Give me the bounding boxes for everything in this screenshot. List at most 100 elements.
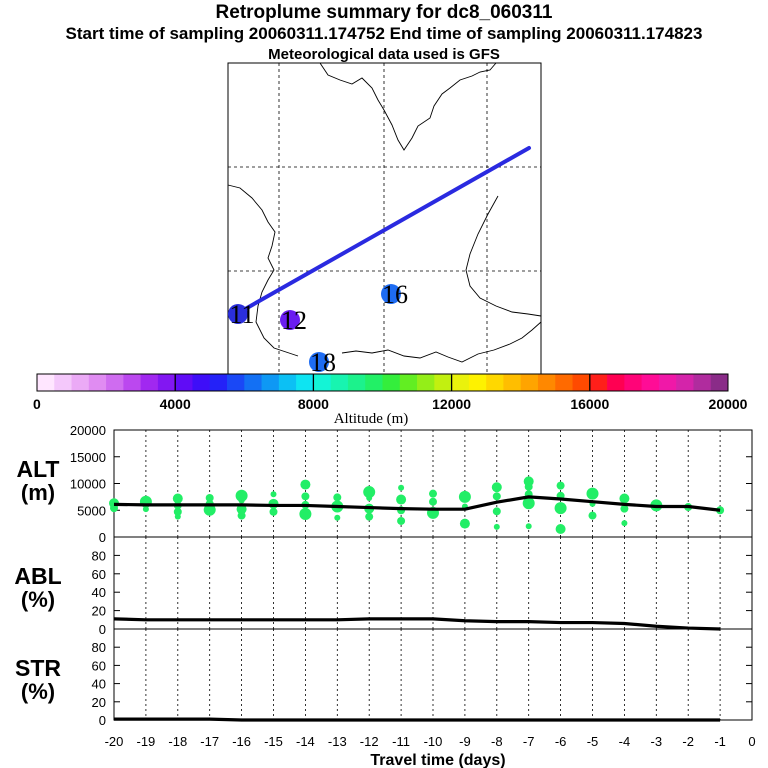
str-series-line [114,717,721,722]
x-tick-label: -2 [682,734,694,749]
x-tick-label: -3 [651,734,663,749]
alt-scatter-point [237,511,246,520]
colorbar-cell [572,374,591,391]
alt-scatter-point [429,489,437,498]
alt-scatter-point [235,489,248,502]
alt-scatter-point [203,503,216,516]
colorbar-cell [209,374,228,391]
plume-marker-11 [228,304,248,324]
colorbar-cell [261,374,280,391]
alt-scatter-point [142,506,149,513]
colorbar-cell [537,374,556,391]
map-frame [227,62,542,376]
abl-ytick-label: 40 [92,585,106,600]
colorbar-cell [54,374,72,391]
colorbar-cell [503,374,522,391]
time-series-panels: 05000100001500020000ALT(m)020406080ABL(%… [14,423,755,768]
colorbar-cell [451,374,470,391]
colorbar-tick-label: 16000 [570,396,609,412]
alt-scatter-point [270,491,277,498]
colorbar-cell [347,374,366,391]
alt-ytick-label: 5000 [77,503,106,518]
sampling-times: Start time of sampling 20060311.174752 E… [65,24,703,43]
colorbar-cell [658,374,677,391]
colorbar-tick-label: 0 [33,396,41,412]
alt-ytick-label: 15000 [70,450,106,465]
x-tick-label: -18 [168,734,187,749]
colorbar-cell [555,374,573,391]
colorbar-cell [244,374,262,391]
alt-scatter-point [299,507,312,520]
plume-marker-label: 11 [229,300,254,329]
colorbar-cell [140,374,159,391]
alt-scatter-point [396,494,407,505]
alt-scatter-point [398,484,405,491]
x-tick-label: -13 [328,734,347,749]
colorbar-cell [607,374,625,391]
str-label: STR [15,655,61,681]
colorbar-label: Altitude (m) [334,411,409,427]
colorbar-cell [330,374,349,391]
colorbar-cell [192,374,211,391]
alt-scatter-point [556,481,565,490]
colorbar-cell [676,374,694,391]
alt-scatter-point [459,518,470,529]
colorbar-cell [278,374,297,391]
str-ytick-label: 20 [92,695,106,710]
alt-scatter-point [172,493,183,504]
alt-scatter-point [236,504,247,515]
alt-scatter-point [174,513,181,520]
abl-ytick-label: 20 [92,604,106,619]
alt-scatter-point [555,523,566,534]
map-graticule [228,63,541,375]
abl-panel: 0 20 40 60 80 ABL(%) [14,536,753,637]
alt-scatter-point [619,493,630,504]
alt-scatter-point [492,492,501,501]
colorbar-cell [520,374,539,391]
alt-scatter-point [491,482,502,493]
str-panel: 0 20 40 60 80 STR(%) [15,628,753,728]
colorbar-cell [693,374,712,391]
alt-scatter-point [554,502,567,515]
plume-marker-12 [280,310,300,330]
alt-scatter-point [492,507,501,516]
x-tick-label: -11 [392,734,410,749]
colorbar-cell [123,374,142,391]
plume-markers: 11 12 16 18 [228,280,408,377]
map-panel: 11 12 16 18 [227,62,542,377]
x-tick-label: -6 [555,734,567,749]
x-tick-label: -5 [587,734,599,749]
map-coastlines [227,62,542,363]
alt-scatter-point [363,486,376,499]
x-tick-label: -15 [264,734,283,749]
colorbar-cell [417,374,435,391]
x-axis: -20 -19 -18 -17 -16 -15 -14 -13 -12 -11 -10 -9 -8 -7-… [105,734,756,768]
alt-scatter-point [397,516,406,525]
alt-scatter-point [429,497,437,506]
str-unit: (%) [21,679,55,704]
alt-ytick-label: 20000 [70,423,106,438]
altitude-colorbar: 0 4000 8000 12000 16000 20000 Altitude (m) [33,373,748,427]
colorbar-cell [227,374,245,391]
alt-scatter-point [333,493,342,502]
x-tick-label: -8 [491,734,503,749]
colorbar-tick-label: 8000 [298,396,329,412]
colorbar-frame [36,373,729,392]
colorbar-cell [175,374,193,391]
colorbar-cell [37,374,55,391]
colorbar-cell [589,374,608,391]
met-data-note: Meteorological data used is GFS [268,46,500,63]
x-tick-label: -4 [619,734,631,749]
alt-unit: (m) [21,480,55,505]
plume-marker-label: 18 [310,348,336,377]
x-tick-label: -12 [360,734,379,749]
abl-series-line [113,617,721,631]
alt-scatter-point [586,487,599,500]
x-tick-label: -10 [424,734,443,749]
alt-scatter-point [458,490,471,503]
str-ytick-label: 0 [99,713,106,728]
str-ytick-label: 60 [92,658,106,673]
plume-marker-18 [309,352,329,372]
colorbar-tick-label: 20000 [709,396,748,412]
